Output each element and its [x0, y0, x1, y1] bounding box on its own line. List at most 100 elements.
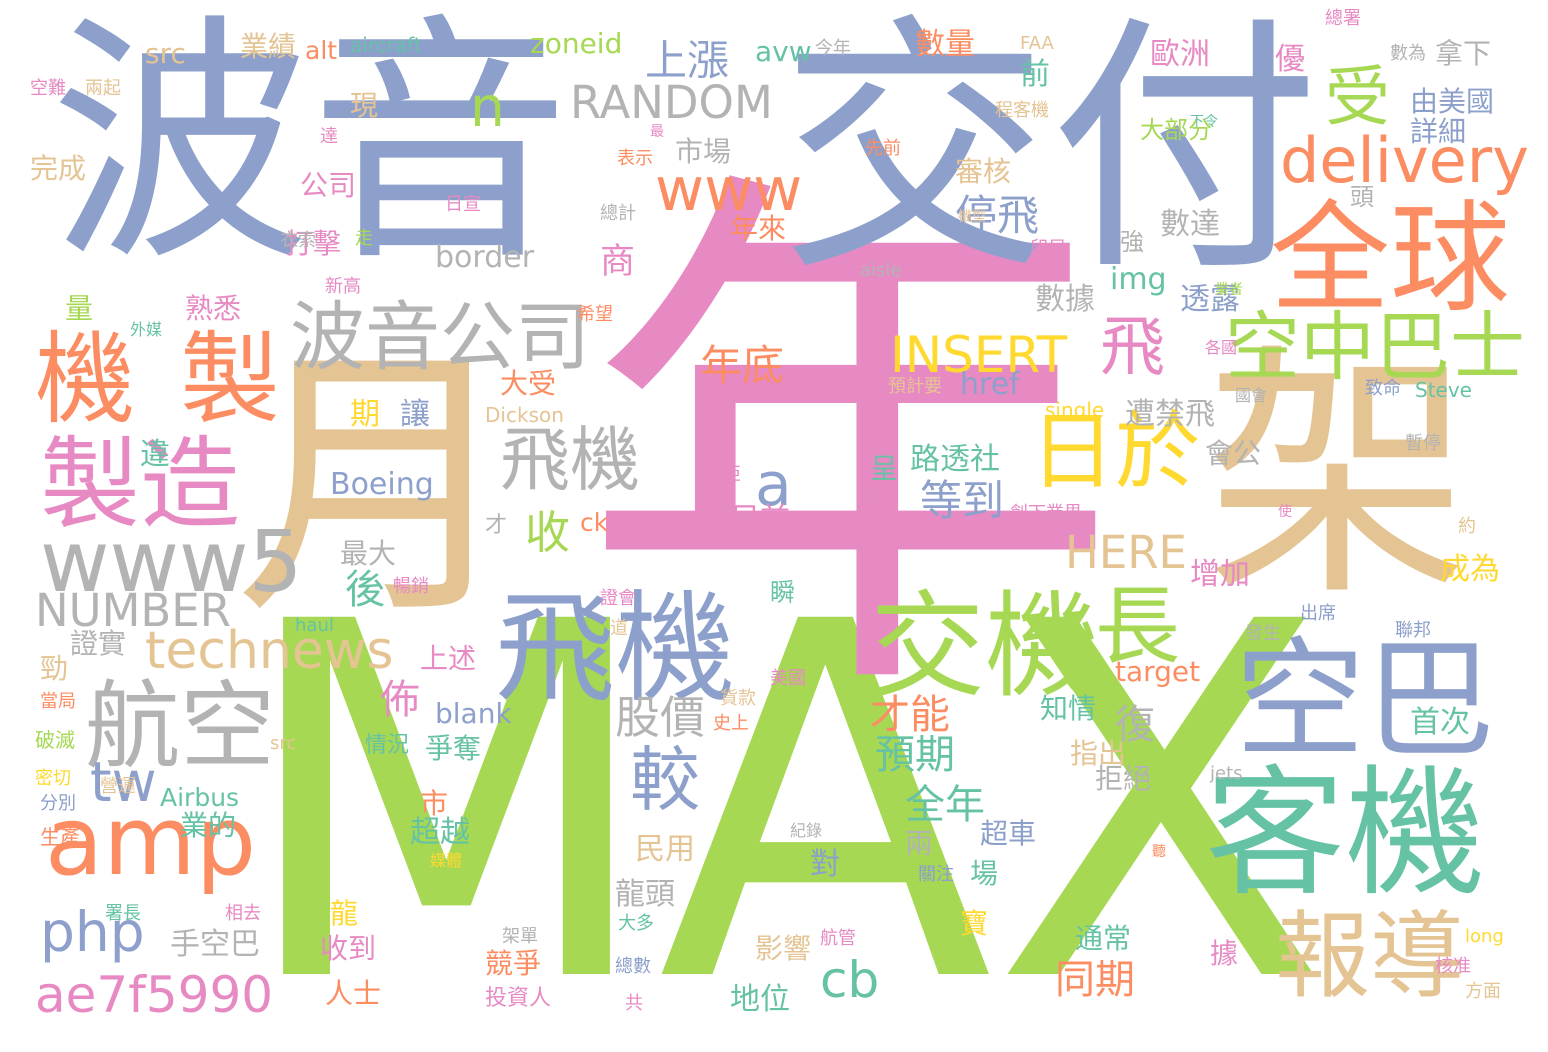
cloud-word: 龍: [330, 897, 359, 930]
cloud-word: 頭: [1350, 183, 1374, 211]
cloud-word: 瞬: [770, 578, 796, 607]
cloud-word: 空中巴士: [1225, 303, 1526, 391]
cloud-word: 拿下: [1435, 37, 1492, 70]
cloud-word: 報導: [1275, 902, 1466, 1012]
cloud-word: 完成: [30, 152, 87, 185]
cloud-word: 走: [355, 228, 373, 249]
cloud-word: 月: [235, 321, 520, 653]
cloud-word: 後: [345, 567, 385, 613]
cloud-word: 日於: [1030, 403, 1201, 502]
cloud-word: 空巴: [1235, 624, 1496, 776]
cloud-word: 大受: [500, 367, 557, 400]
cloud-word: 證會: [600, 588, 636, 609]
cloud-word: blank: [435, 697, 512, 730]
cloud-word: 印尼: [1030, 238, 1066, 259]
cloud-word: 大部分: [1140, 116, 1212, 144]
cloud-word: 熟悉: [185, 292, 242, 325]
cloud-word: 最: [650, 124, 664, 140]
cloud-word: 各國: [1205, 338, 1238, 357]
cloud-word: 才: [485, 513, 508, 538]
cloud-word: 數量: [915, 27, 975, 62]
cloud-word: 證實: [70, 627, 127, 660]
cloud-word: 美國: [770, 668, 806, 689]
cloud-word: 交付: [780, 0, 1320, 307]
cloud-word: target: [1115, 655, 1201, 688]
cloud-word: 佈: [380, 677, 420, 723]
cloud-word: 新高: [325, 276, 361, 297]
cloud-word: 龍頭: [615, 877, 675, 912]
cloud-word: MAX: [235, 519, 1329, 1052]
cloud-word: 史上: [713, 713, 749, 734]
cloud-word: 最大: [340, 537, 397, 570]
cloud-word: 業績: [240, 30, 297, 63]
cloud-word: 創下業界: [1010, 503, 1082, 524]
cloud-word: border: [435, 240, 535, 275]
cloud-word: 增加: [1190, 557, 1250, 592]
cloud-word: 約: [1458, 516, 1476, 537]
cloud-word: 收: [525, 506, 571, 559]
cloud-word: 紀錄: [790, 821, 823, 840]
cloud-word: 優: [1275, 42, 1305, 77]
cloud-word: 今年: [815, 38, 851, 59]
cloud-word: 復: [1115, 702, 1155, 748]
cloud-word: 遭禁飛: [1125, 397, 1215, 432]
cloud-word: 情況: [365, 733, 410, 758]
cloud-word: 違: [140, 437, 170, 472]
cloud-word: 競爭: [485, 947, 542, 980]
cloud-word: 預期: [875, 732, 955, 778]
cloud-word: 較: [630, 739, 700, 821]
cloud-word: ck: [580, 508, 609, 537]
cloud-word: 大多: [618, 913, 654, 934]
cloud-word: 全球: [1270, 190, 1510, 329]
cloud-word: 製造: [40, 426, 240, 543]
cloud-word: 總署: [1325, 8, 1361, 29]
cloud-word: img: [1110, 262, 1167, 297]
cloud-word: a: [755, 450, 792, 520]
cloud-word: 共: [625, 993, 643, 1014]
cloud-word: aisle: [860, 260, 902, 281]
cloud-word: 座: [870, 487, 899, 520]
cloud-word: 現: [350, 89, 379, 122]
cloud-word: 市場: [675, 135, 732, 168]
cloud-word: Steve: [1415, 378, 1472, 402]
cloud-word: 聯邦: [1395, 620, 1431, 641]
cloud-word: 會公: [1205, 437, 1262, 470]
cloud-word: 架: [1205, 323, 1470, 631]
cloud-word: src: [145, 37, 186, 70]
cloud-word: 收到: [320, 932, 377, 965]
cloud-word: 歐洲: [1150, 37, 1210, 72]
cloud-word: haul: [295, 615, 334, 636]
cloud-word: 詳細: [1410, 115, 1467, 148]
cloud-word: 致命: [1365, 378, 1401, 399]
cloud-word: delivery: [1280, 124, 1529, 197]
cloud-word: php: [40, 900, 145, 964]
cloud-word: avw: [755, 35, 812, 68]
cloud-word: 民用: [635, 832, 695, 867]
cloud-word: 兩起: [85, 78, 121, 99]
cloud-word: 才能: [870, 692, 950, 738]
cloud-word: 數據: [1035, 282, 1095, 317]
cloud-word: long: [1465, 926, 1504, 947]
cloud-word: 強: [1120, 228, 1144, 256]
cloud-word: www: [655, 155, 803, 225]
cloud-word: 爭奪: [425, 732, 482, 765]
cloud-word: INSERT: [890, 326, 1068, 384]
cloud-word: src: [270, 733, 297, 754]
cloud-word: NUMBER: [35, 584, 231, 637]
cloud-word: 航空: [85, 672, 276, 782]
cloud-word: 核准: [1435, 956, 1471, 977]
cloud-word: 超車: [980, 817, 1037, 850]
cloud-word: 業的: [180, 809, 237, 842]
cloud-word: 暫停: [1405, 433, 1441, 454]
cloud-word: 人士: [325, 977, 382, 1010]
cloud-word: 打擊: [285, 227, 342, 260]
cloud-word: 透露: [1180, 282, 1240, 317]
cloud-word: 航管: [820, 928, 856, 949]
cloud-word: 路透社: [910, 442, 1000, 477]
cloud-word: 投資人: [485, 986, 552, 1011]
cloud-word: 道: [610, 618, 628, 639]
cloud-word: 量: [65, 292, 94, 325]
cloud-word: 停飛: [955, 191, 1040, 240]
cloud-word: 媒體: [430, 851, 463, 870]
cloud-word: single: [1045, 398, 1105, 422]
